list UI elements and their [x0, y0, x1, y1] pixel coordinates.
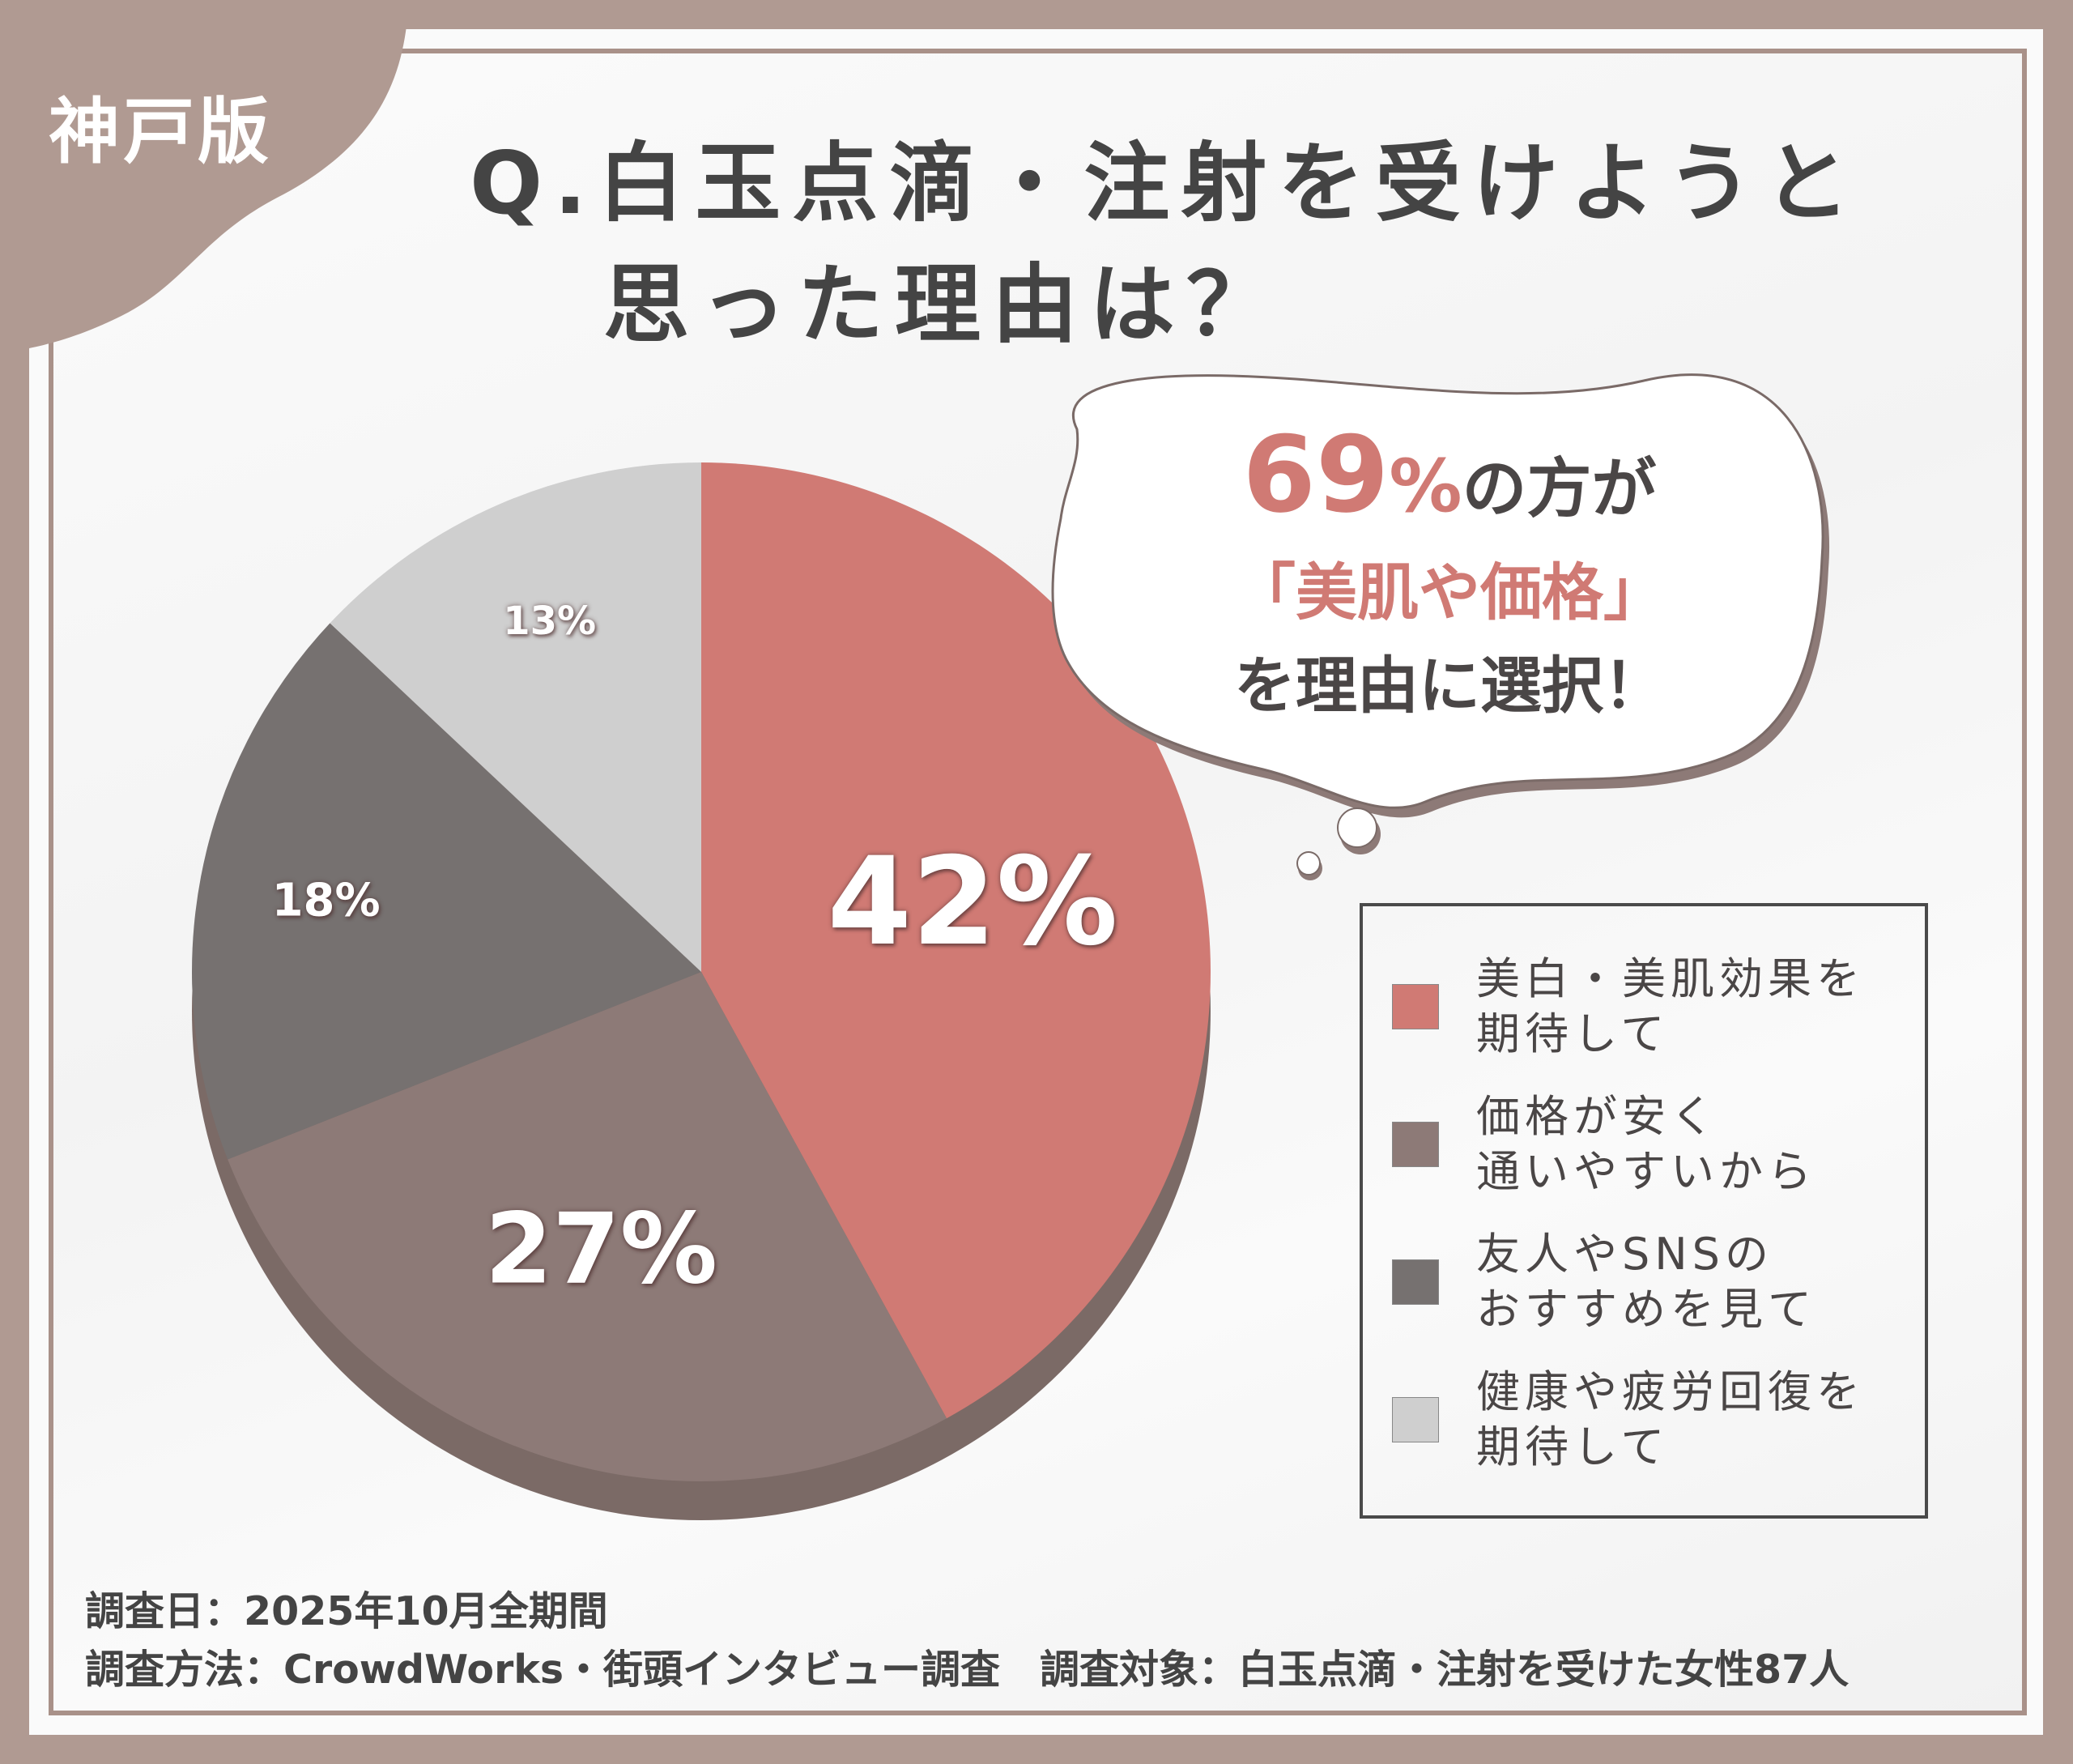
- legend-swatch: [1392, 1122, 1439, 1167]
- legend-item: 価格が安く 通いやすいから: [1392, 1089, 1816, 1199]
- pie-slice: [191, 623, 701, 1160]
- survey-method: 調査方法：CrowdWorks・街頭インタビュー調査 調査対象：白玉点滴・注射を…: [85, 1647, 1850, 1693]
- legend-swatch: [1392, 1259, 1439, 1305]
- pie-slice: [330, 462, 701, 972]
- callout-highlight: 「美肌や価格」: [1234, 556, 1665, 628]
- edition-badge: 神戸版: [49, 90, 273, 173]
- corner-tab-shape: [0, 0, 409, 348]
- callout-headline: 69%の方が: [1242, 413, 1657, 536]
- pie-data-label: 13%: [503, 599, 597, 645]
- question-title-line2: 思った理由は？: [603, 255, 1283, 355]
- chart-legend: 美白・美肌効果を 期待して 価格が安く 通いやすいから 友人やSNSの おすすめ…: [1360, 903, 1928, 1519]
- legend-item: 友人やSNSの おすすめを見て: [1392, 1227, 1816, 1337]
- pie-data-label: 42%: [827, 831, 1118, 973]
- legend-swatch: [1392, 984, 1439, 1029]
- legend-item: 健康や疲労回復を 期待して: [1392, 1365, 1865, 1475]
- callout-conclusion: を理由に選択！: [1234, 650, 1665, 722]
- survey-date: 調査日：2025年10月全期間: [85, 1588, 608, 1634]
- legend-item: 美白・美肌効果を 期待して: [1392, 952, 1865, 1062]
- pie-data-label: 27%: [484, 1193, 718, 1306]
- pie-data-label: 18%: [271, 874, 381, 927]
- legend-swatch: [1392, 1397, 1439, 1442]
- callout-percent: 69: [1242, 413, 1390, 536]
- pie-slice: [228, 972, 947, 1481]
- question-title-line1: Q.白玉点滴・注射を受けようと: [470, 134, 1862, 233]
- pie-slice: [701, 462, 1211, 1419]
